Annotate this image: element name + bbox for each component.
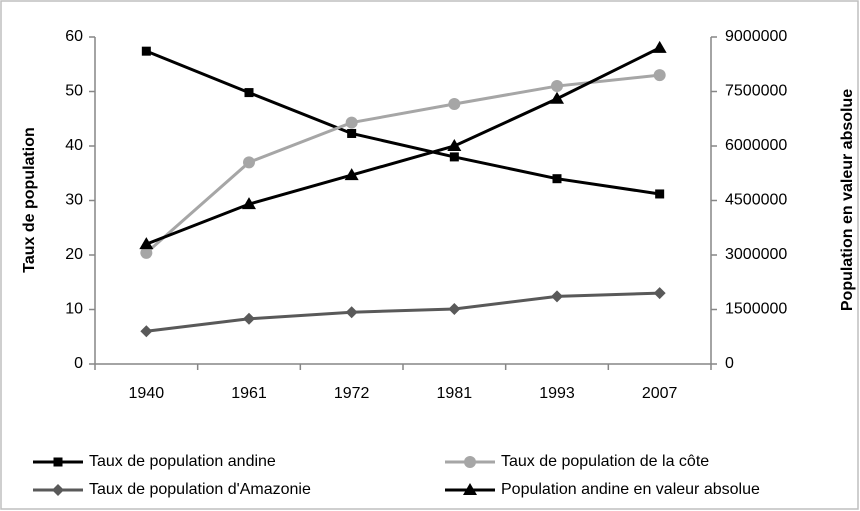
marker bbox=[550, 91, 564, 104]
marker bbox=[345, 116, 358, 129]
y2-tick-label: 6000000 bbox=[725, 137, 787, 154]
legend-label: Taux de population d'Amazonie bbox=[89, 481, 311, 498]
x-tick-label: 1993 bbox=[539, 385, 575, 402]
marker bbox=[345, 306, 358, 319]
marker bbox=[347, 128, 357, 138]
x-tick-label: 1961 bbox=[231, 385, 267, 402]
marker bbox=[447, 139, 462, 151]
marker bbox=[653, 287, 666, 300]
marker bbox=[140, 246, 153, 259]
marker bbox=[53, 457, 63, 467]
marker bbox=[464, 456, 476, 468]
series-line bbox=[145, 46, 661, 246]
y-tick-label: 60 bbox=[65, 28, 83, 45]
x-tick-label: 1940 bbox=[129, 385, 165, 402]
legend-label: Taux de population andine bbox=[89, 453, 276, 470]
series-line bbox=[145, 49, 660, 196]
marker bbox=[140, 325, 153, 338]
marker bbox=[243, 312, 255, 325]
y-tick-label: 0 bbox=[74, 355, 83, 372]
marker bbox=[449, 152, 459, 162]
marker bbox=[139, 237, 154, 250]
y2-tick-label: 7500000 bbox=[725, 83, 787, 100]
y2-tick-label: 0 bbox=[725, 355, 734, 372]
marker bbox=[243, 156, 255, 169]
marker bbox=[551, 290, 563, 303]
y-tick-label: 50 bbox=[65, 83, 83, 100]
marker bbox=[652, 40, 667, 53]
y2-tick-label: 4500000 bbox=[725, 192, 787, 209]
y2-tick-label: 9000000 bbox=[725, 28, 787, 45]
y2-tick-label: 3000000 bbox=[725, 246, 787, 263]
marker bbox=[52, 484, 64, 496]
marker bbox=[655, 189, 665, 199]
y2-axis-label: Population en valeur absolue bbox=[839, 89, 856, 311]
marker bbox=[448, 98, 461, 111]
marker bbox=[242, 197, 256, 210]
y-tick-label: 10 bbox=[65, 301, 83, 318]
y-tick-label: 30 bbox=[65, 192, 83, 209]
legend-label: Population andine en valeur absolue bbox=[501, 481, 760, 498]
y-axis-label: Taux de population bbox=[21, 127, 38, 272]
marker bbox=[463, 483, 477, 495]
marker bbox=[551, 80, 563, 93]
y2-tick-label: 1500000 bbox=[725, 301, 787, 318]
x-tick-label: 1981 bbox=[437, 385, 473, 402]
marker bbox=[653, 69, 666, 82]
marker bbox=[448, 302, 461, 315]
series-line bbox=[146, 291, 660, 333]
marker bbox=[344, 168, 359, 181]
x-tick-label: 2007 bbox=[642, 385, 678, 402]
marker bbox=[141, 46, 151, 56]
x-tick-label: 1972 bbox=[334, 385, 370, 402]
series-line bbox=[145, 73, 660, 254]
legend-label: Taux de population de la côte bbox=[501, 453, 709, 470]
y-tick-label: 40 bbox=[65, 137, 83, 154]
marker bbox=[552, 174, 562, 184]
marker bbox=[244, 88, 254, 98]
y-tick-label: 20 bbox=[65, 246, 83, 263]
